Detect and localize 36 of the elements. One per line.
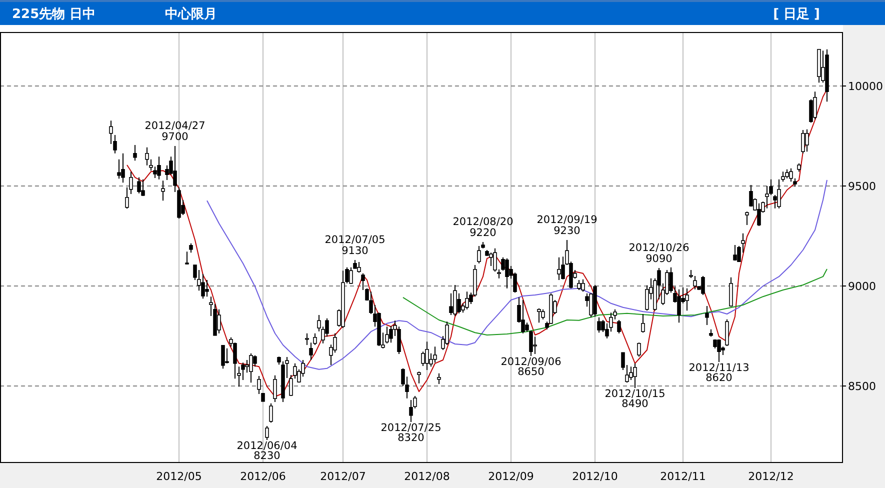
annotation: 9090 (646, 253, 672, 265)
x-tick-label: 2012/12 (748, 470, 794, 483)
line-series (402, 268, 828, 336)
y-tick-label: 8500 (848, 380, 876, 393)
x-tick-label: 2012/10 (572, 470, 618, 483)
annotation: 2012/10/15 (604, 388, 666, 400)
annotation: 8320 (398, 432, 424, 444)
annotation: 2012/09/06 (500, 356, 562, 368)
x-tick-label: 2012/09 (488, 470, 534, 483)
x-tick-label: 2012/07 (320, 470, 366, 483)
annotation: 2012/07/05 (324, 234, 386, 246)
annotation: 2012/07/25 (380, 422, 442, 434)
annotation: 9700 (162, 131, 188, 143)
y-tick-label: 9500 (848, 180, 876, 193)
annotation: 8620 (706, 372, 732, 384)
annotation: 2012/08/20 (452, 216, 514, 228)
annotation: 8650 (518, 366, 544, 378)
x-tick-label: 2012/08 (404, 470, 450, 483)
annotation: 9220 (470, 227, 496, 239)
text: [ 日足 ] (773, 7, 820, 22)
x-tick-label: 2012/11 (660, 470, 706, 483)
annotation: 8230 (254, 450, 280, 462)
annotation: 9230 (554, 225, 580, 237)
chart-subtitle: 中心限月 (165, 6, 217, 22)
annotation: 2012/10/26 (628, 242, 690, 254)
y-tick-label: 9000 (848, 280, 876, 293)
annotation: 2012/04/27 (144, 120, 206, 132)
annotation: 2012/09/19 (536, 214, 598, 226)
y-tick-label: 10000 (848, 80, 883, 93)
annotation: 8490 (622, 398, 648, 410)
annotation: 2012/06/04 (236, 440, 298, 452)
chart-title: 225先物 日中 (12, 7, 96, 22)
x-tick-label: 2012/06 (240, 470, 286, 483)
x-tick-label: 2012/05 (156, 470, 202, 483)
annotation: 9130 (342, 245, 368, 257)
annotation: 2012/11/13 (688, 362, 750, 374)
